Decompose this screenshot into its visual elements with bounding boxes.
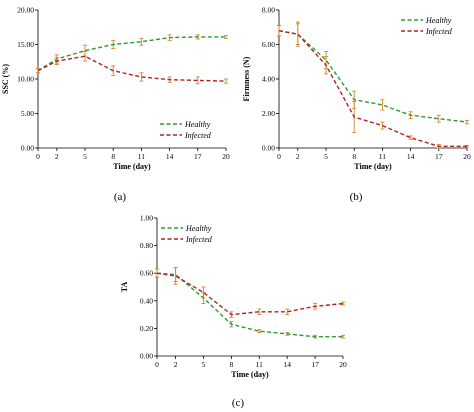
panel-c-x-axis-label: Time (day)	[231, 370, 269, 379]
panel-b-legend-healthy-label: Healthy	[425, 16, 452, 25]
panel-c-x-tick-label: 17	[311, 360, 319, 369]
panel-c-x-tick-label: 8	[230, 360, 234, 369]
panel-c-x-tick-label: 2	[174, 360, 178, 369]
panel-a-x-axis-label: Time (day)	[113, 162, 151, 171]
panel-b-x-axis-label: Time (day)	[354, 162, 392, 171]
panel-a-healthy-series-line	[37, 36, 226, 72]
panel-c-x-tick-label: 20	[339, 360, 347, 369]
panel-a-x-tick-label: 0	[36, 152, 40, 161]
panel-a-y-tick-label: 15.00	[17, 40, 34, 49]
panel-a-x-tick-label: 14	[166, 152, 174, 161]
panel-a-x-tick-label: 20	[222, 152, 230, 161]
panel-a-legend-infected-label: Infected	[184, 131, 212, 140]
panel-b-x-tick-label: 0	[277, 152, 281, 161]
panel-c-y-tick-label: 1.00	[140, 214, 153, 223]
panel-a-x-tick-label: 17	[194, 152, 202, 161]
panel-b-x-tick-label: 17	[435, 152, 443, 161]
panel-c-x-tick-label: 14	[283, 360, 291, 369]
panel-b-y-tick-label: 2.00	[262, 109, 275, 118]
panel-c-y-axis-label: TA	[120, 282, 129, 293]
panel-a-y-tick-label: 5.00	[21, 109, 34, 118]
panel-c-infected-series-line	[156, 272, 344, 316]
panel-a-x-tick-label: 11	[138, 152, 145, 161]
panel-a-x-tick-label: 5	[83, 152, 87, 161]
panel-a-y-tick-label: 20.00	[17, 6, 34, 15]
panel-b-legend-infected-label: Infected	[425, 27, 453, 36]
panel-a-x-tick-label: 2	[55, 152, 59, 161]
panel-a-y-axis-label: SSC (%)	[1, 64, 10, 94]
panel-b-y-tick-label: 0.00	[262, 144, 275, 153]
panel-c-legend-healthy-label: Healthy	[185, 224, 212, 233]
panel-c-y-tick-label: 0.60	[140, 269, 153, 278]
panel-label-b: (b)	[350, 191, 363, 203]
panel-label-c: (c)	[232, 397, 245, 409]
panel-b-x-tick-label: 11	[379, 152, 386, 161]
panel-b-healthy-series-line	[278, 30, 468, 123]
panel-b-x-tick-label: 5	[324, 152, 328, 161]
panel-b-x-tick-label: 20	[463, 152, 471, 161]
panel-b-x-tick-label: 8	[352, 152, 356, 161]
panel-a-legend-healthy-label: Healthy	[184, 120, 211, 129]
panel-c-chart: 0.00 0.20 0.40 0.60 0.80 1.00 0 2 5 8 11 14 17 20 Time…	[120, 214, 347, 380]
panel-b-y-tick-label: 4.00	[262, 75, 275, 84]
panel-b-chart: 0.00 2.00 4.00 6.00 8.00 0 2 5 8 11 14 17 20 Time (da…	[242, 6, 471, 172]
panel-b-x-tick-label: 14	[407, 152, 415, 161]
panel-b-infected-series-line	[278, 30, 467, 148]
panel-a-y-tick-label: 10.00	[17, 75, 34, 84]
panel-c-y-tick-label: 0.20	[140, 324, 153, 333]
panel-c-x-tick-label: 0	[155, 360, 159, 369]
panel-c-y-tick-label: 0.40	[140, 296, 153, 305]
panel-b-y-tick-label: 6.00	[262, 40, 275, 49]
panel-a-y-tick-label: 0.00	[21, 144, 34, 153]
panel-c-y-tick-label: 0.00	[140, 352, 153, 361]
panel-b-y-axis-label: Firmness (N)	[242, 56, 251, 101]
panel-c-x-tick-label: 5	[202, 360, 206, 369]
panel-c-x-tick-label: 11	[256, 360, 263, 369]
panel-a-chart: 0.00 5.00 10.00 15.00 20.00 0 2 5 8 11 14 17 20 Time …	[1, 6, 230, 172]
panel-a-x-tick-label: 8	[111, 152, 115, 161]
panel-c-legend-infected-label: Infected	[185, 235, 213, 244]
panel-c-y-tick-label: 0.80	[140, 241, 153, 250]
panel-c-healthy-series-line	[156, 272, 343, 338]
panel-b-y-tick-label: 8.00	[262, 6, 275, 15]
panel-label-a: (a)	[114, 191, 127, 203]
panel-b-x-tick-label: 2	[296, 152, 300, 161]
